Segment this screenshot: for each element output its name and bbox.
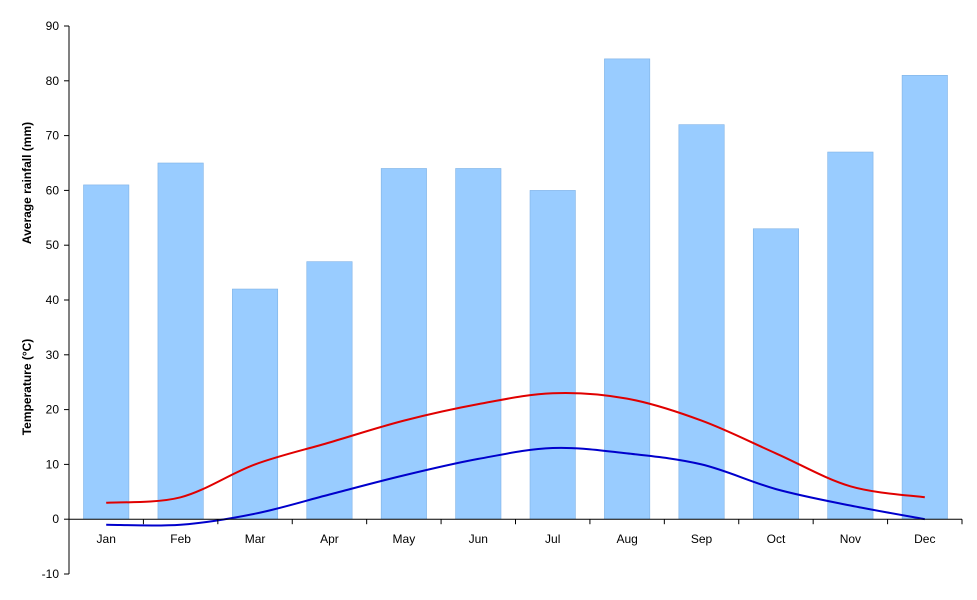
x-tick-label-oct: Oct (767, 532, 786, 546)
y-tick-label: 50 (46, 238, 60, 252)
x-tick-label-aug: Aug (616, 532, 637, 546)
y-axis-label-rainfall: Average rainfall (mm) (20, 122, 34, 244)
rainfall-bar-apr (306, 261, 353, 520)
rainfall-bars (83, 58, 948, 520)
rainfall-bar-dec (901, 75, 948, 520)
x-tick-label-jul: Jul (545, 532, 560, 546)
y-tick-label: 80 (46, 74, 60, 88)
y-tick-label: -10 (42, 567, 60, 581)
y-tick-label: 10 (46, 457, 60, 471)
rainfall-bar-jun (455, 168, 502, 520)
y-axis-label-temperature: Temperature (°C) (20, 339, 34, 436)
low-temperature-line (106, 446, 925, 527)
high-temperature-line (106, 391, 925, 504)
rainfall-bar-feb (157, 162, 204, 520)
y-tick-label: 70 (46, 129, 60, 143)
rainfall-bar-oct (752, 228, 799, 520)
x-tick-label-apr: Apr (320, 532, 339, 546)
x-tick-label-dec: Dec (914, 532, 935, 546)
x-tick-label-may: May (393, 532, 416, 546)
x-tick-label-sep: Sep (691, 532, 713, 546)
rainfall-bar-sep (678, 124, 725, 520)
x-tick-label-feb: Feb (170, 532, 191, 546)
y-tick-label: 0 (52, 512, 59, 526)
rainfall-bar-jan (83, 184, 130, 520)
axes (64, 25, 963, 575)
rainfall-bar-aug (604, 58, 651, 520)
x-tick-label-mar: Mar (245, 532, 266, 546)
x-tick-label-jan: Jan (97, 532, 116, 546)
x-tick-label-jun: Jun (469, 532, 488, 546)
y-tick-label: 30 (46, 348, 60, 362)
rainfall-bar-mar (232, 288, 279, 520)
tick-labels: -10 0 10 20 30 40 50 60 70 80 90 Jan Feb Mar Apr May Jun… (42, 19, 936, 581)
y-tick-label: 40 (46, 293, 60, 307)
y-tick-label: 90 (46, 19, 60, 33)
x-tick-label-nov: Nov (840, 532, 861, 546)
temperature-lines (106, 391, 925, 527)
rainfall-bar-nov (827, 151, 874, 520)
y-tick-label: 60 (46, 183, 60, 197)
y-tick-label: 20 (46, 403, 60, 417)
rainfall-bar-jul (529, 190, 576, 520)
rainfall-bar-may (380, 168, 427, 520)
